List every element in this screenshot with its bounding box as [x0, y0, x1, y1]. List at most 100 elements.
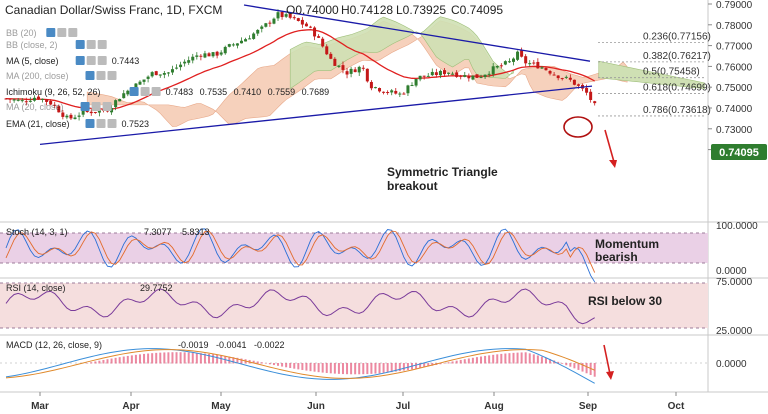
- candle-body: [365, 68, 369, 82]
- macd-histogram-bar: [508, 353, 511, 364]
- macd-histogram-bar: [86, 363, 89, 364]
- macd-histogram-bar: [585, 363, 588, 374]
- cloud-bullish-future: [598, 60, 705, 89]
- macd-histogram-bar: [480, 356, 483, 364]
- macd-histogram-bar: [285, 363, 288, 368]
- macd-histogram-bar: [549, 359, 552, 364]
- macd-histogram-bar: [386, 363, 389, 373]
- macd-histogram-bar: [406, 363, 409, 370]
- macd-histogram-bar: [504, 353, 507, 364]
- candle-body: [369, 81, 373, 89]
- candle-body: [390, 90, 394, 93]
- candle-body: [252, 33, 256, 39]
- candle-body: [349, 68, 353, 74]
- macd-histogram-bar: [183, 352, 186, 364]
- indicator-name: MA (20, close): [6, 102, 64, 112]
- macd-histogram-bar: [333, 363, 336, 374]
- macd-histogram-bar: [256, 361, 259, 364]
- rsi-label: RSI (14, close): [6, 283, 66, 293]
- settings-icon: [75, 56, 85, 65]
- down-arrow-price: [604, 129, 615, 163]
- current-price-text: 0.74095: [719, 147, 759, 159]
- stoch-d-line: [5, 230, 596, 273]
- close-icon: [97, 40, 107, 49]
- candle-body: [118, 98, 122, 102]
- candle-body: [73, 117, 77, 120]
- candle-body: [382, 91, 386, 93]
- macd-histogram-bar: [187, 352, 190, 364]
- indicator-name: MA (5, close): [6, 56, 59, 66]
- macd-histogram-bar: [163, 352, 166, 364]
- macd-histogram-bar: [118, 357, 121, 364]
- candle-body: [77, 115, 81, 117]
- ohlc-o: O0.74000: [286, 3, 339, 17]
- candle-body: [463, 75, 467, 77]
- lower-trendline: [39, 85, 593, 146]
- macd-histogram-bar: [488, 355, 491, 364]
- macd-histogram-bar: [301, 363, 304, 370]
- macd-histogram-bar: [496, 354, 499, 364]
- candle-body: [361, 67, 365, 69]
- macd-histogram-bar: [390, 363, 393, 373]
- candle-body: [337, 65, 341, 67]
- eye-icon: [86, 56, 96, 65]
- close-icon: [68, 28, 78, 37]
- macd-histogram-bar: [102, 359, 105, 364]
- candle-body: [223, 46, 227, 54]
- candle-body: [524, 56, 528, 64]
- macd-histogram-bar: [516, 352, 519, 364]
- rsi-value: 29.7752: [140, 283, 173, 293]
- candle-body: [24, 101, 28, 103]
- candle-body: [215, 51, 219, 56]
- triangle-trendlines: [39, 4, 593, 146]
- macd-histogram-bar: [354, 363, 357, 375]
- time-axis: Mar Apr May Jun Jul Aug Sep Oct: [31, 392, 685, 412]
- candle-body: [219, 52, 223, 55]
- macd-histogram-bar: [98, 360, 101, 364]
- ichimoku-value: 0.7689: [302, 87, 330, 97]
- macd-histogram-bar: [321, 363, 324, 373]
- macd-histogram-bar: [451, 361, 454, 364]
- close-icon: [107, 119, 117, 128]
- candle-body: [353, 69, 357, 73]
- candle-body: [572, 79, 576, 85]
- macd-histogram-bar: [581, 363, 584, 372]
- candle-body: [479, 77, 483, 79]
- settings-icon: [85, 119, 95, 128]
- candle-body: [495, 65, 499, 68]
- candle-body: [292, 17, 296, 19]
- macd-histogram-bar: [94, 361, 97, 364]
- candle-body: [333, 58, 337, 66]
- candle-body: [357, 66, 361, 73]
- indicator-name: EMA (21, close): [6, 119, 70, 129]
- macd-histogram-bar: [463, 359, 466, 364]
- indicator-name: BB (close, 2): [6, 40, 58, 50]
- time-tick-label: Sep: [579, 401, 597, 412]
- candle-body: [235, 43, 239, 46]
- rsi-tick-25: 25.0000: [716, 326, 753, 337]
- rsi-annotation: RSI below 30: [588, 294, 662, 308]
- macd-histogram-bar: [350, 363, 353, 375]
- macd-histogram-bar: [114, 357, 117, 364]
- candle-body: [556, 75, 560, 79]
- macd-histogram-bar: [337, 363, 340, 374]
- macd-histogram-bar: [216, 354, 219, 364]
- ohlc-h: H0.74128: [341, 3, 393, 17]
- candle-body: [426, 75, 430, 77]
- candle-body: [341, 65, 345, 70]
- ichimoku-value: 0.7559: [268, 87, 296, 97]
- candle-body: [378, 88, 382, 92]
- candle-body: [53, 104, 57, 106]
- stoch-label: Stoch (14, 3, 1): [6, 227, 68, 237]
- macd-histogram-bar: [297, 363, 300, 370]
- macd-histogram-bar: [106, 359, 109, 364]
- candle-body: [142, 79, 146, 82]
- macd-histogram-bar: [313, 363, 316, 372]
- macd-histogram-bar: [362, 363, 365, 375]
- macd-histogram-bar: [423, 363, 426, 368]
- candle-body: [345, 71, 349, 75]
- fib-label: 0.5(0.75458): [643, 67, 700, 78]
- close-icon: [97, 56, 107, 65]
- triangle-annotation-line2: breakout: [387, 179, 438, 193]
